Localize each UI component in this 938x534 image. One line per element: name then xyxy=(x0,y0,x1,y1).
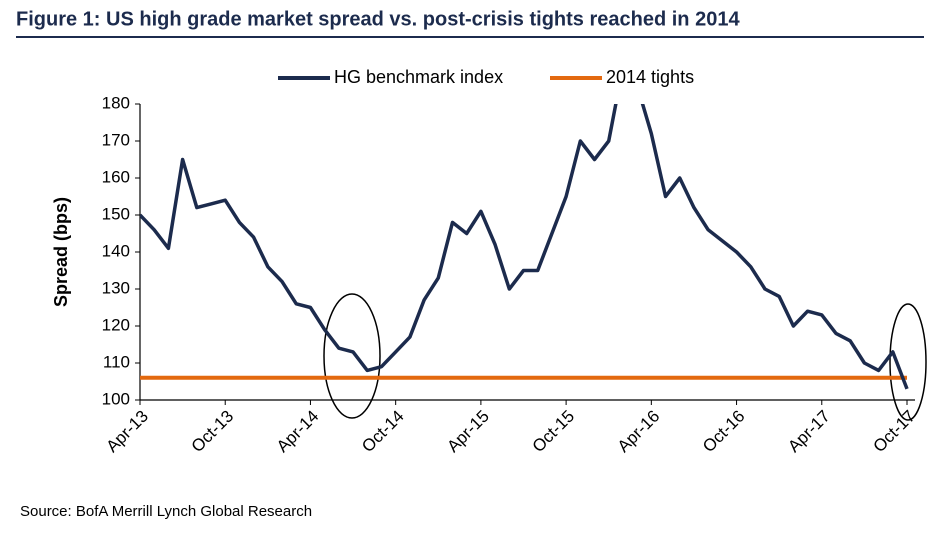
x-tick-label: Oct-13 xyxy=(188,407,238,457)
y-tick-label: 130 xyxy=(102,278,130,297)
y-tick-label: 170 xyxy=(102,130,130,149)
x-tick-label: Apr-15 xyxy=(443,407,493,457)
y-tick-label: 110 xyxy=(103,352,130,371)
source-note: Source: BofA Merrill Lynch Global Resear… xyxy=(20,503,312,520)
x-tick-label: Oct-17 xyxy=(869,407,919,457)
y-tick-label: 100 xyxy=(102,389,130,408)
annotation-ellipse xyxy=(323,293,381,419)
legend-label: 2014 tights xyxy=(606,67,694,87)
series-line xyxy=(140,104,909,390)
y-tick-label: 120 xyxy=(102,315,130,334)
x-tick-label: Oct-15 xyxy=(529,407,579,457)
legend-label: HG benchmark index xyxy=(334,67,503,87)
y-tick-label: 180 xyxy=(102,93,130,112)
annotation-ellipse xyxy=(889,303,927,421)
x-tick-label: Oct-16 xyxy=(699,407,749,457)
y-axis-label: Spread (bps) xyxy=(51,197,71,307)
x-tick-label: Apr-17 xyxy=(784,407,834,457)
y-tick-label: 160 xyxy=(102,167,130,186)
x-tick-label: Apr-14 xyxy=(273,407,323,457)
x-tick-label: Apr-13 xyxy=(102,407,152,457)
y-tick-label: 150 xyxy=(102,204,130,223)
x-tick-label: Oct-14 xyxy=(358,407,408,457)
x-tick-label: Apr-16 xyxy=(614,407,664,457)
y-tick-label: 140 xyxy=(102,241,130,260)
chart-title: Figure 1: US high grade market spread vs… xyxy=(16,8,740,30)
